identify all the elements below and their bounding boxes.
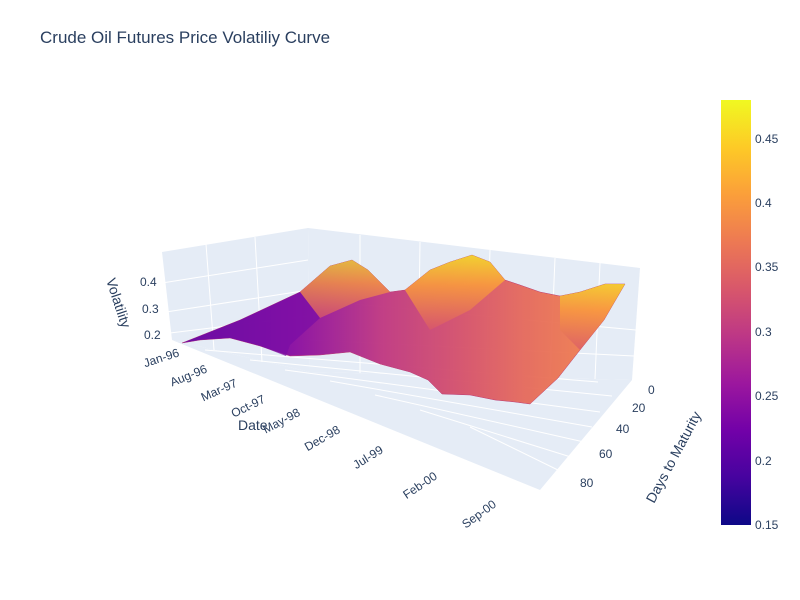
x-tick-label: Dec-98 bbox=[302, 422, 343, 454]
colorbar-tick-label: 0.4 bbox=[755, 196, 772, 211]
surface-ridge-1 bbox=[300, 260, 390, 318]
colorbar-tick-label: 0.2 bbox=[755, 453, 772, 468]
z-tick-label: 0.4 bbox=[140, 275, 157, 289]
y-tick-label: 60 bbox=[599, 447, 613, 461]
x-axis-title: Date bbox=[238, 417, 268, 433]
z-tick-label: 0.3 bbox=[142, 302, 159, 316]
surface-ridge-3 bbox=[560, 284, 625, 350]
colorbar-tick-label: 0.15 bbox=[755, 518, 779, 532]
y-tick-label: 80 bbox=[580, 476, 594, 490]
z-tick-label: 0.2 bbox=[144, 328, 161, 342]
z-axis-title: Volatility bbox=[103, 276, 134, 330]
colorbar-tick-label: 0.25 bbox=[755, 389, 779, 404]
x-tick-label: Jul-99 bbox=[350, 443, 385, 472]
colorbar-tick-label: 0.45 bbox=[755, 131, 779, 146]
y-tick-label: 20 bbox=[632, 401, 646, 415]
chart-title: Crude Oil Futures Price Volatiliy Curve bbox=[40, 28, 331, 47]
x-tick-label: Aug-96 bbox=[168, 362, 209, 390]
x-tick-label: Jan-96 bbox=[142, 345, 182, 370]
x-tick-label: Mar-97 bbox=[199, 376, 240, 404]
x-tick-label: Sep-00 bbox=[459, 497, 499, 531]
colorbar-tick-label: 0.35 bbox=[755, 260, 779, 275]
surface-low-band bbox=[182, 292, 320, 356]
surface-ridge-2 bbox=[405, 255, 505, 330]
colorbar bbox=[721, 100, 751, 525]
y-axis-title: Days to Maturity bbox=[643, 409, 705, 506]
y-tick-label: 0 bbox=[648, 383, 655, 397]
y-tick-label: 40 bbox=[616, 422, 630, 436]
colorbar-tick-label: 0.3 bbox=[755, 324, 772, 339]
x-tick-label: Feb-00 bbox=[400, 469, 440, 502]
